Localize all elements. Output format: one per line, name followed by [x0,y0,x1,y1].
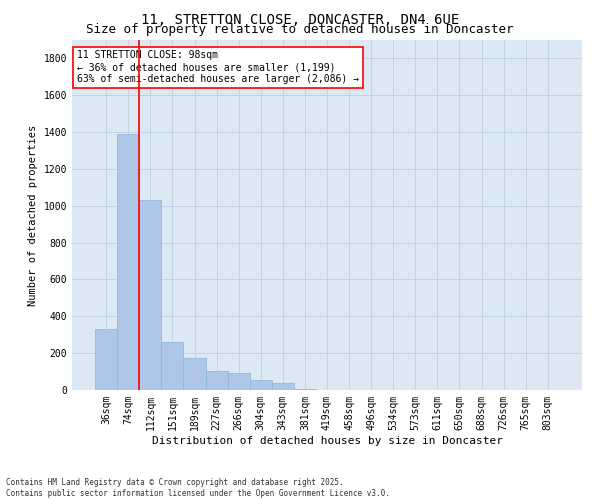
Y-axis label: Number of detached properties: Number of detached properties [28,124,38,306]
Bar [272,382,294,390]
Bar [161,342,184,390]
Text: Contains HM Land Registry data © Crown copyright and database right 2025.
Contai: Contains HM Land Registry data © Crown c… [6,478,390,498]
X-axis label: Distribution of detached houses by size in Doncaster: Distribution of detached houses by size … [151,436,503,446]
Text: 11, STRETTON CLOSE, DONCASTER, DN4 6UE: 11, STRETTON CLOSE, DONCASTER, DN4 6UE [141,12,459,26]
Bar [250,380,272,390]
Text: Size of property relative to detached houses in Doncaster: Size of property relative to detached ho… [86,22,514,36]
Bar [294,389,316,390]
Bar [95,329,117,390]
Bar [227,372,250,390]
Bar [206,370,227,390]
Bar [184,358,206,390]
Bar [117,134,139,390]
Bar [139,200,161,390]
Text: 11 STRETTON CLOSE: 98sqm
← 36% of detached houses are smaller (1,199)
63% of sem: 11 STRETTON CLOSE: 98sqm ← 36% of detach… [77,50,359,84]
